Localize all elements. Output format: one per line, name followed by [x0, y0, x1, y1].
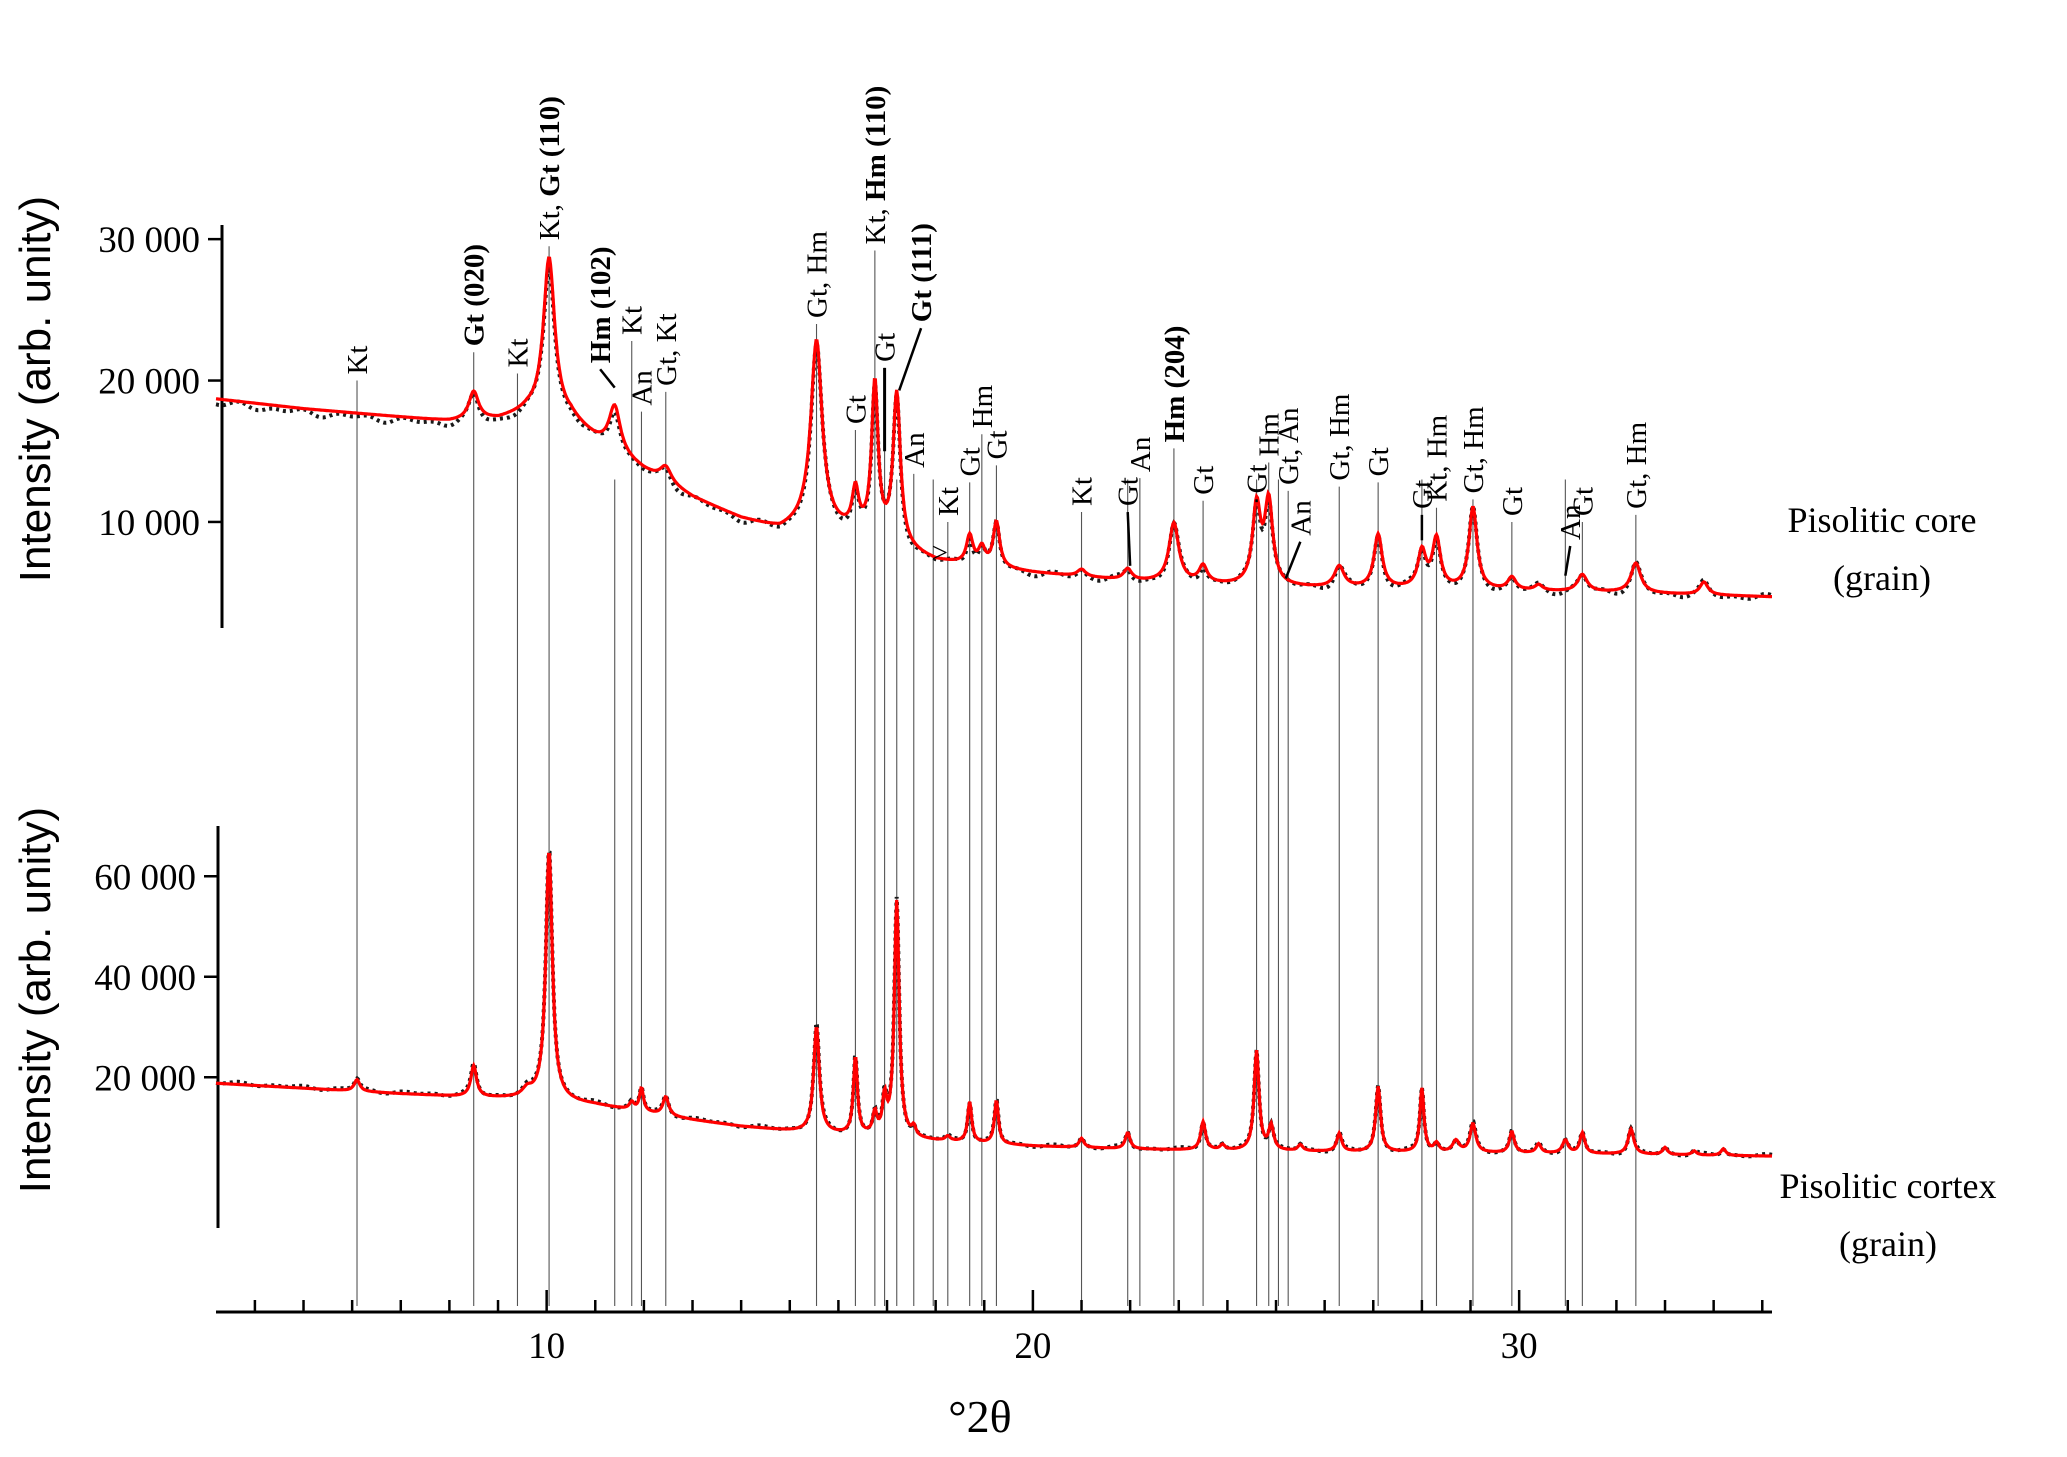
peak-label-bold-part-10: Hm (110) — [860, 86, 892, 201]
peak-label-29: Gt — [1407, 480, 1439, 509]
x-tick-label-1: 20 — [1014, 1326, 1051, 1367]
leader-line-19 — [1126, 511, 1132, 566]
peak-label-24: Hm — [1254, 413, 1286, 457]
x-tick-label-2: 30 — [1501, 1326, 1538, 1367]
peak-label-0: Kt — [342, 346, 374, 375]
cortex-sample-label-line1: Pisolitic cortex — [1780, 1166, 1997, 1206]
peak-label-3: Kt, Gt (110) — [534, 96, 566, 240]
cortex-calculated-curve — [215, 852, 1773, 1158]
peak-label-32: Gt — [1497, 487, 1529, 516]
x-tick-label-0: 10 — [528, 1326, 565, 1367]
peak-label-17: Gt — [981, 430, 1013, 459]
cortex-y-axis-label: Intensity (arb. unity) — [11, 807, 60, 1193]
peak-label-14: Kt — [933, 487, 965, 516]
leader-line-12 — [898, 327, 923, 391]
peak-label-19: Gt — [1113, 477, 1145, 506]
x-axis: 10 20 30 °2θ — [216, 1290, 1772, 1442]
core-sample-label-line2: (grain) — [1833, 558, 1931, 598]
peak-label-33: An — [1555, 504, 1587, 540]
peak-label-10: Kt, Hm (110) — [860, 86, 892, 245]
core-panel: 10 000 20 000 30 000 Intensity (arb. unity… — [11, 86, 1976, 628]
peak-label-bold-part-3: Gt (110) — [534, 96, 566, 197]
peak-label-2: Kt — [502, 338, 534, 367]
core-sample-label-line1: Pisolitic core — [1788, 500, 1977, 540]
peak-label-26: An — [1285, 500, 1317, 536]
peak-label-12: Gt (111) — [906, 223, 938, 322]
peak-label-35: Gt, Hm — [1621, 421, 1653, 508]
peak-label-16: Hm — [967, 384, 999, 428]
core-curves — [215, 256, 1773, 601]
cortex-panel: 20 000 40 000 60 000 Intensity (arb. unity… — [11, 807, 1996, 1264]
peak-label-8: Gt, Hm — [802, 231, 834, 318]
peak-label-25: Gt, An — [1273, 407, 1305, 485]
peak-label-11: Gt — [870, 333, 902, 362]
core-y-ticks: 10 000 20 000 30 000 — [98, 220, 222, 544]
peak-label-22: Gt — [1188, 466, 1220, 495]
cortex-y-tick-label-1: 40 000 — [94, 958, 196, 999]
peak-label-15: Gt — [955, 447, 987, 476]
peak-label-18: Kt — [1067, 477, 1099, 506]
cortex-y-ticks: 20 000 40 000 60 000 — [94, 857, 218, 1099]
peak-label-31: Gt, Hm — [1458, 406, 1490, 493]
core-y-tick-label-0: 10 000 — [98, 503, 200, 544]
cortex-y-tick-label-2: 60 000 — [94, 857, 196, 898]
peak-label-28: Gt — [1363, 447, 1395, 476]
core-y-tick-label-1: 20 000 — [98, 362, 200, 403]
peak-label-13: An — [899, 432, 931, 468]
peak-marker-14: > — [932, 537, 948, 569]
peak-label-34: Gt — [1567, 487, 1599, 516]
cortex-curves — [215, 849, 1773, 1159]
x-axis-label: °2θ — [948, 1391, 1011, 1442]
cortex-sample-label-line2: (grain) — [1839, 1224, 1937, 1264]
peak-label-5: Kt — [617, 306, 649, 335]
peak-label-7: Gt, Kt — [651, 313, 683, 386]
peak-label-9: Gt — [840, 395, 872, 424]
peak-label-27: Gt, Hm — [1324, 393, 1356, 480]
cortex-y-tick-label-0: 20 000 — [94, 1058, 196, 1099]
core-y-axis-label: Intensity (arb. unity) — [11, 196, 60, 582]
core-calculated-curve — [215, 256, 1772, 599]
leader-line-33 — [1564, 545, 1572, 576]
peak-label-1: Gt (020) — [459, 244, 491, 346]
leader-line-26 — [1284, 541, 1302, 579]
peak-label-4: Hm (102) — [585, 246, 617, 363]
reference-lines — [356, 246, 1637, 1306]
x-ticks: 10 20 30 — [253, 1290, 1764, 1367]
peak-label-23: Gt — [1242, 464, 1274, 493]
peak-label-20: An — [1125, 436, 1157, 472]
peak-label-21: Hm (204) — [1159, 326, 1191, 443]
peak-label-30: Kt, Hm — [1421, 414, 1453, 501]
core-y-tick-label-2: 30 000 — [98, 220, 200, 261]
peak-label-6: An — [626, 370, 658, 406]
leader-line-4 — [599, 368, 616, 389]
